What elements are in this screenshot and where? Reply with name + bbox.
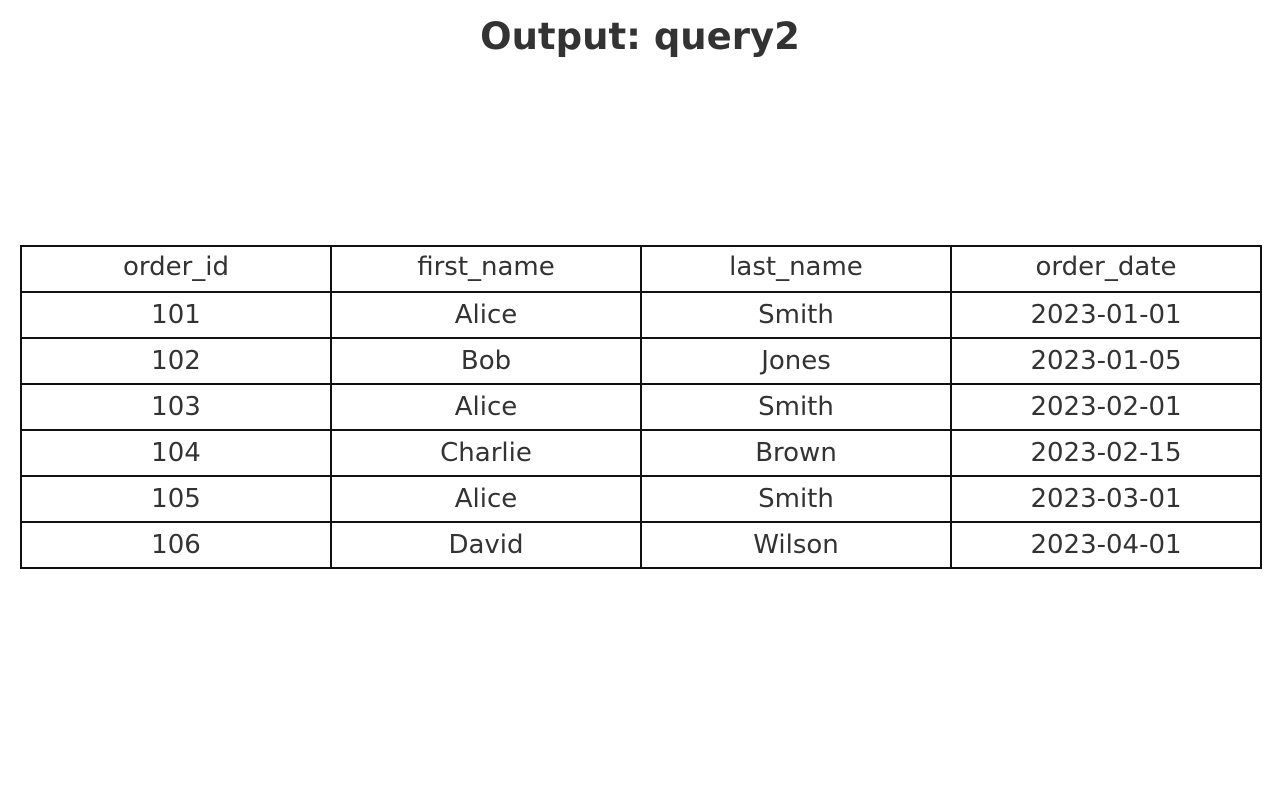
table-row: 103 Alice Smith 2023-02-01 [20, 383, 1262, 431]
table-cell: Charlie [330, 429, 642, 477]
table-body: 101 Alice Smith 2023-01-01 102 Bob Jones… [20, 291, 1262, 569]
header-cell-first-name: first_name [330, 245, 642, 293]
table-cell: Alice [330, 383, 642, 431]
table-cell: 106 [20, 521, 332, 569]
table-cell: 2023-01-01 [950, 291, 1262, 339]
table-cell: 101 [20, 291, 332, 339]
results-table-container: order_id first_name last_name order_date… [20, 245, 1262, 569]
table-cell: Smith [640, 475, 952, 523]
table-cell: Smith [640, 383, 952, 431]
table-cell: Jones [640, 337, 952, 385]
table-row: 106 David Wilson 2023-04-01 [20, 521, 1262, 569]
table-cell: Smith [640, 291, 952, 339]
header-cell-last-name: last_name [640, 245, 952, 293]
table-cell: 103 [20, 383, 332, 431]
table-cell: 2023-03-01 [950, 475, 1262, 523]
header-cell-order-id: order_id [20, 245, 332, 293]
header-cell-order-date: order_date [950, 245, 1262, 293]
table-row: 102 Bob Jones 2023-01-05 [20, 337, 1262, 385]
table-cell: David [330, 521, 642, 569]
table-cell: Alice [330, 475, 642, 523]
table-cell: Brown [640, 429, 952, 477]
table-cell: 102 [20, 337, 332, 385]
table-cell: 2023-01-05 [950, 337, 1262, 385]
table-row: 101 Alice Smith 2023-01-01 [20, 291, 1262, 339]
results-table: order_id first_name last_name order_date… [20, 245, 1262, 569]
table-cell: 2023-04-01 [950, 521, 1262, 569]
table-header: order_id first_name last_name order_date [20, 245, 1262, 293]
table-cell: Bob [330, 337, 642, 385]
table-cell: 2023-02-15 [950, 429, 1262, 477]
table-cell: 104 [20, 429, 332, 477]
table-cell: Wilson [640, 521, 952, 569]
table-cell: 2023-02-01 [950, 383, 1262, 431]
page-title: Output: query2 [480, 15, 800, 58]
table-cell: 105 [20, 475, 332, 523]
table-row: 104 Charlie Brown 2023-02-15 [20, 429, 1262, 477]
header-row: order_id first_name last_name order_date [20, 245, 1262, 293]
table-cell: Alice [330, 291, 642, 339]
table-row: 105 Alice Smith 2023-03-01 [20, 475, 1262, 523]
